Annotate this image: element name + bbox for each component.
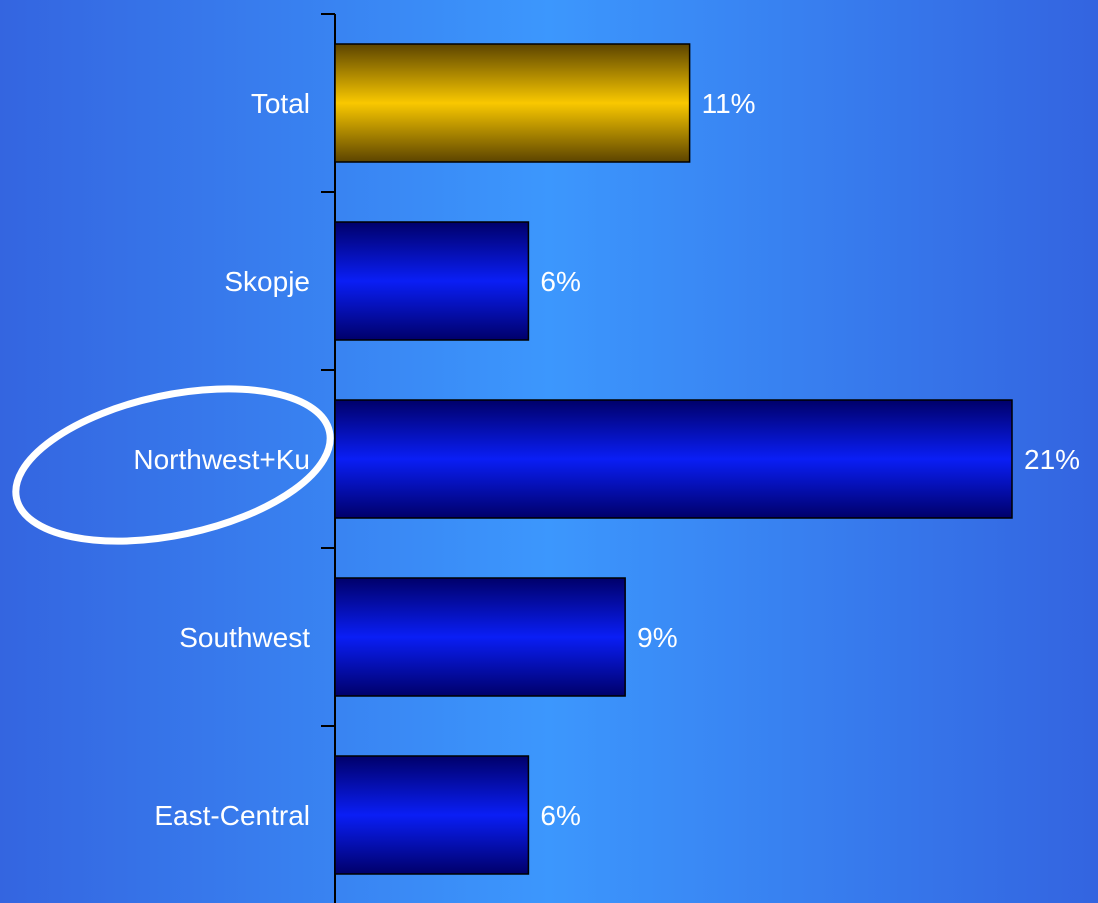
bar-region bbox=[334, 755, 530, 875]
highlight-ellipse bbox=[12, 385, 334, 545]
bar-region bbox=[334, 221, 530, 341]
bar-total bbox=[334, 43, 691, 163]
category-label: Total bbox=[251, 88, 310, 119]
bar-region bbox=[334, 577, 626, 697]
category-label: East-Central bbox=[154, 800, 310, 831]
value-label: 6% bbox=[540, 800, 580, 831]
bar-region bbox=[334, 399, 1013, 519]
value-label: 6% bbox=[540, 266, 580, 297]
value-label: 21% bbox=[1024, 444, 1080, 475]
category-label: Northwest+Ku bbox=[133, 444, 310, 475]
category-label: Skopje bbox=[224, 266, 310, 297]
value-label: 9% bbox=[637, 622, 677, 653]
category-label: Southwest bbox=[179, 622, 310, 653]
value-label: 11% bbox=[702, 88, 756, 119]
